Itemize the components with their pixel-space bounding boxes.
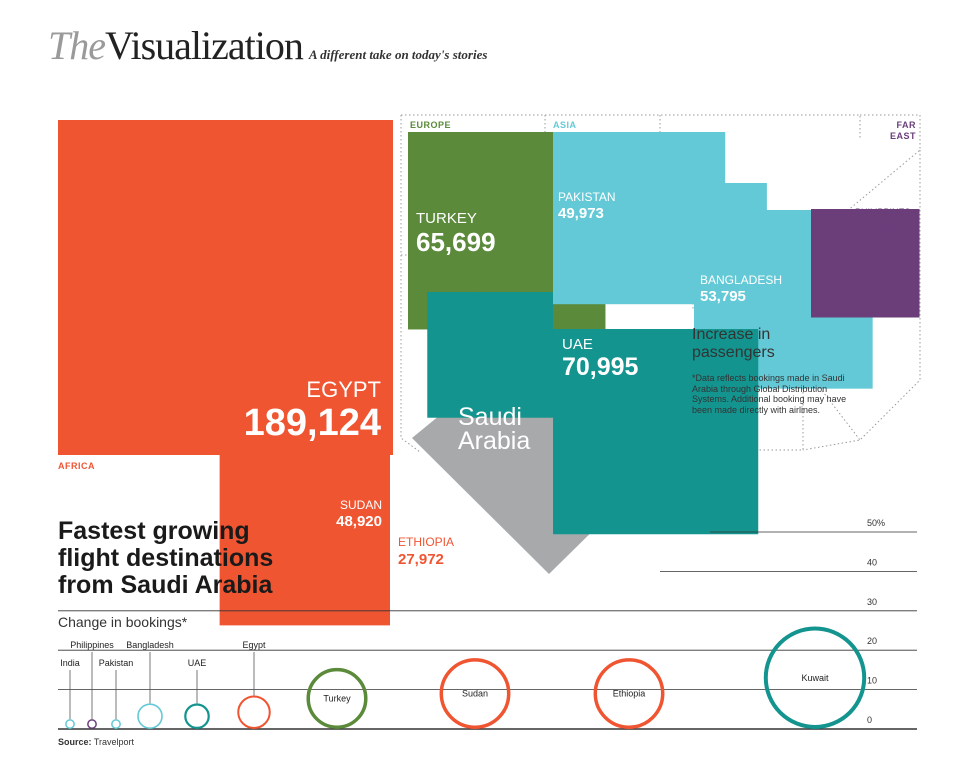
- bookings-labels: India Philippines Pakistan Bangladesh UAE Egy…: [60, 640, 829, 720]
- bubble-uae: [184, 703, 210, 729]
- tagline: A different take on today's stories: [308, 47, 488, 62]
- value-uae: 70,995: [562, 353, 639, 381]
- y-tick-2: 20: [867, 636, 877, 646]
- square-kuwait: [427, 292, 553, 418]
- bubble-india: [65, 719, 75, 730]
- label-philippines: PHILIPPINES: [855, 207, 911, 217]
- bubble-kuwait: [763, 626, 867, 730]
- bubble-egypt: [237, 695, 271, 730]
- y-tick-1: 10: [867, 676, 877, 686]
- y-tick-4: 40: [867, 557, 877, 567]
- source-name: Travelport: [93, 737, 135, 747]
- bubble-label-philippines: Philippines: [70, 640, 114, 650]
- label-pakistan: PAKISTAN: [558, 190, 616, 204]
- square-philippines: [811, 209, 920, 318]
- region-africa: AFRICA: [58, 461, 95, 471]
- note-title: Increase in passengers: [692, 326, 775, 361]
- region-asia: ASIA: [553, 120, 577, 130]
- label-ethiopia: ETHIOPIA: [398, 535, 455, 549]
- value-kuwait: 26,640: [459, 307, 502, 323]
- label-india: INDIA: [655, 151, 688, 165]
- bubble-pakistan: [111, 719, 121, 730]
- headline-line-3: from Saudi Arabia: [58, 571, 273, 599]
- label-kuwait: KUWAIT: [459, 292, 502, 304]
- bubble-label-pakistan: Pakistan: [99, 658, 134, 668]
- headline-line-2: flight destinations: [58, 544, 274, 572]
- bubble-sudan: [439, 658, 511, 729]
- bubble-label-uae: UAE: [188, 658, 207, 668]
- bubble-label-sudan: Sudan: [462, 689, 488, 699]
- y-tick-3: 30: [867, 597, 877, 607]
- region-far-east-2: EAST: [889, 131, 916, 141]
- value-egypt: 189,124: [243, 402, 381, 444]
- bubble-bangladesh: [137, 703, 163, 730]
- source-line: Source: Travelport: [58, 737, 134, 747]
- bubble-label-india: India: [60, 658, 80, 668]
- headline: Fastest growing flight destinations from…: [58, 518, 273, 599]
- brand-the: The: [48, 23, 106, 68]
- value-india: 22,635: [655, 167, 701, 184]
- bubble-ethiopia: [593, 658, 665, 729]
- far-east-outline: [802, 114, 921, 451]
- passenger-squares: [58, 120, 920, 626]
- label-uae: UAE: [562, 336, 593, 353]
- square-ethiopia: [261, 461, 390, 590]
- bookings-gridlines: [58, 531, 917, 730]
- label-egypt: EGYPT: [306, 377, 381, 402]
- value-ethiopia: 27,972: [398, 551, 444, 568]
- saudi-arabia-label-2: Arabia: [458, 427, 531, 455]
- bubble-label-kuwait: Kuwait: [801, 673, 829, 683]
- bubble-philippines: [87, 719, 97, 730]
- bookings-circles: [65, 626, 867, 730]
- brand-visualization: Visualization: [105, 23, 304, 68]
- value-turkey: 65,699: [416, 227, 496, 257]
- bubble-label-ethiopia: Ethiopia: [613, 689, 646, 699]
- value-pakistan: 49,973: [558, 205, 604, 222]
- bubble-label-egypt: Egypt: [242, 640, 266, 650]
- y-tick-5: 50%: [867, 518, 885, 528]
- y-tick-0: 0: [867, 715, 872, 725]
- bookings-chart-title: Change in bookings*: [58, 614, 188, 630]
- label-sudan: SUDAN: [339, 498, 382, 512]
- source-label: Source:: [58, 737, 92, 747]
- saudi-arabia-label-1: Saudi: [458, 403, 522, 431]
- bubble-turkey: [306, 667, 368, 730]
- value-philippines: 19,840: [855, 219, 898, 235]
- label-bangladesh: BANGLADESH: [700, 273, 783, 287]
- label-turkey: TURKEY: [416, 210, 477, 227]
- square-uae: [553, 329, 759, 535]
- region-far-east-1: FAR: [896, 120, 916, 130]
- value-sudan: 48,920: [336, 513, 382, 530]
- masthead: TheVisualization A different take on toda…: [48, 22, 487, 69]
- bubble-label-turkey: Turkey: [323, 693, 351, 703]
- headline-line-1: Fastest growing: [58, 517, 250, 545]
- bubble-label-bangladesh: Bangladesh: [126, 640, 174, 650]
- note-text: *Data reflects bookings made in Saudi Ar…: [692, 373, 847, 415]
- region-europe: EUROPE: [410, 120, 452, 130]
- value-bangladesh: 53,795: [700, 288, 746, 305]
- asia-outline: [545, 114, 861, 451]
- bookings-y-ticks: 0 10 20 30 40 50%: [867, 518, 885, 725]
- square-egypt: [58, 120, 393, 455]
